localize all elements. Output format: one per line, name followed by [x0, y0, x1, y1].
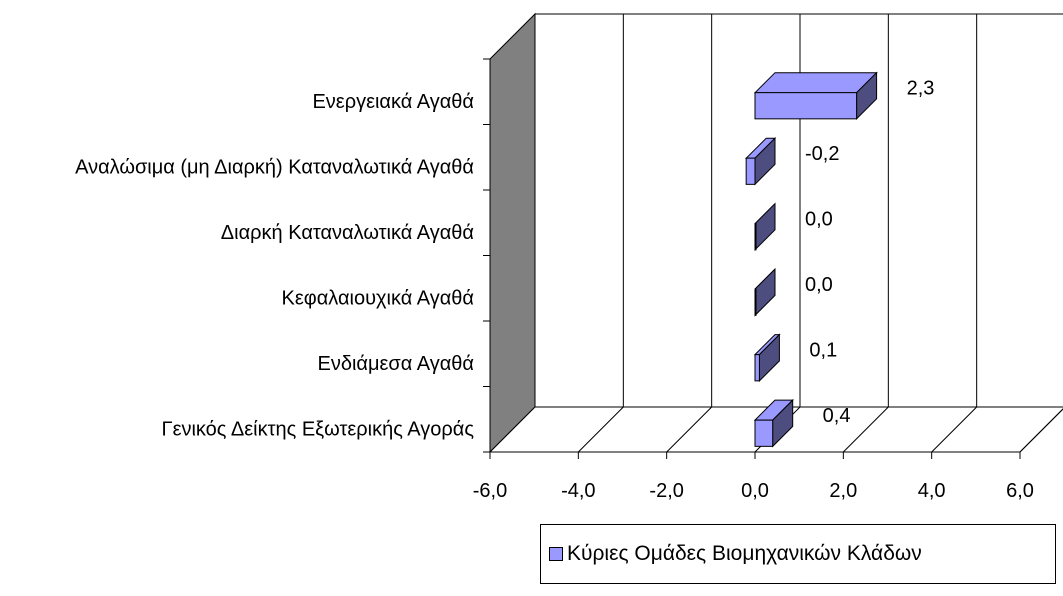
- data-label: 0,0: [805, 209, 833, 231]
- x-tick-label: -2,0: [649, 480, 683, 502]
- floor-gridline: [842, 406, 889, 453]
- bar-front: [754, 223, 757, 251]
- category-label: Ενδιάμεσα Αγαθά: [317, 353, 474, 375]
- category-label: Γενικός Δείκτης Εξωτερικής Αγοράς: [162, 418, 475, 440]
- legend-swatch: [549, 547, 563, 561]
- x-tick-label: -6,0: [473, 480, 507, 502]
- category-label: Ενεργειακά Αγαθά: [312, 91, 474, 113]
- data-label: 2,3: [907, 78, 935, 100]
- category-label: Διαρκή Καταναλωτικά Αγαθά: [221, 222, 474, 244]
- bar-front: [754, 92, 858, 120]
- bar-front: [754, 419, 774, 447]
- category-label: Αναλώσιμα (μη Διαρκή) Καταναλωτικά Αγαθά: [75, 156, 474, 178]
- data-label: 0,4: [823, 405, 851, 427]
- bar: [753, 71, 878, 121]
- floor-gridline: [666, 406, 713, 453]
- bar-top: [753, 72, 878, 94]
- bar: [744, 136, 777, 186]
- x-tick-label: 6,0: [1006, 480, 1034, 502]
- floor-gridline: [1019, 408, 1063, 453]
- floor-gridline: [931, 406, 978, 453]
- x-tick-label: -4,0: [561, 480, 595, 502]
- data-label: -0,2: [805, 143, 839, 165]
- legend: Κύριες Ομάδες Βιομηχανικών Κλάδων: [540, 524, 1056, 584]
- bar: [753, 398, 794, 448]
- bar-front: [754, 354, 760, 382]
- bar-front: [745, 157, 756, 185]
- bar-front: [754, 288, 757, 316]
- x-tick-label: 0,0: [741, 480, 769, 502]
- bar: [754, 202, 776, 252]
- data-label: 0,1: [809, 340, 837, 362]
- x-tick-label: 2,0: [829, 480, 857, 502]
- floor-gridline: [577, 406, 624, 453]
- x-tick-label: 4,0: [918, 480, 946, 502]
- category-label: Κεφαλαιουχικά Αγαθά: [282, 287, 475, 309]
- data-label: 0,0: [805, 274, 833, 296]
- bar: [754, 267, 776, 317]
- legend-label: Κύριες Ομάδες Βιομηχανικών Κλάδων: [567, 542, 922, 565]
- bar: [753, 333, 781, 383]
- side-wall: [489, 12, 536, 454]
